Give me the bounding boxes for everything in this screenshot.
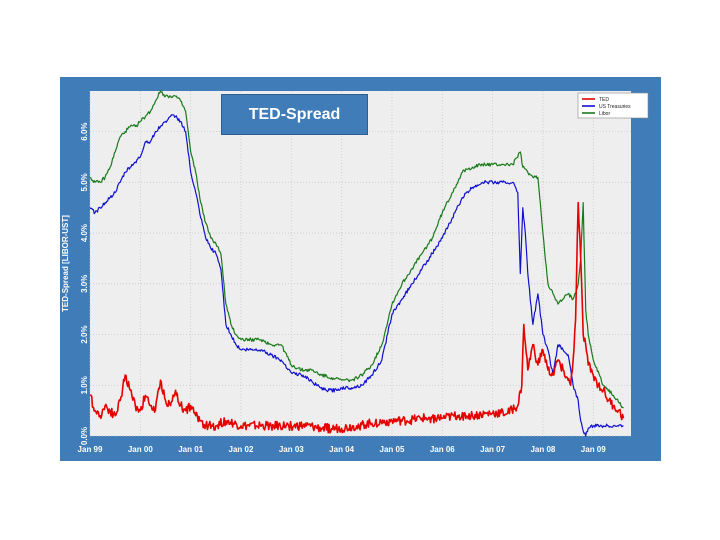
series-line-us-treasuries [89,114,624,437]
x-tick-label: Jan 05 [380,445,405,454]
y-tick-label: 6.0% [80,122,89,140]
x-tick-label: Jan 01 [178,445,203,454]
x-tick-label: Jan 00 [128,445,153,454]
plot-area [90,91,631,436]
legend-label: Libor [599,111,610,117]
y-tick-label: 5.0% [80,173,89,191]
x-tick-label: Jan 99 [78,445,103,454]
x-tick-label: Jan 04 [329,445,354,454]
x-tick-label: Jan 07 [480,445,505,454]
legend-label: US Treasuries [599,104,631,110]
x-tick-label: Jan 03 [279,445,304,454]
x-tick-label: Jan 08 [530,445,555,454]
y-tick-labels: 0.0% 1.0% 2.0% 3.0% 4.0% 5.0% 6.0% [80,122,89,445]
x-tick-label: Jan 09 [581,445,606,454]
series-line-ted [89,201,625,434]
y-tick-label: 3.0% [80,275,89,293]
x-tick-label: Jan 06 [430,445,455,454]
x-tick-label: Jan 02 [229,445,254,454]
chart-title-text: TED-Spread [248,105,341,123]
x-tick-labels: Jan 99 Jan 00 Jan 01 Jan 02 Jan 03 Jan 04 Jan … [78,445,607,454]
y-tick-label: 4.0% [80,224,89,242]
series-line-libor [89,90,624,409]
y-tick-label: 0.0% [80,427,89,445]
y-tick-label: 1.0% [80,376,89,394]
y-tick-label: 2.0% [80,325,89,343]
legend-label: TED [599,97,609,103]
series-lines [89,90,625,437]
chart-title: TED-Spread [221,94,368,135]
y-axis-label: TED-Spread [LIBOR-UST] [61,215,70,312]
